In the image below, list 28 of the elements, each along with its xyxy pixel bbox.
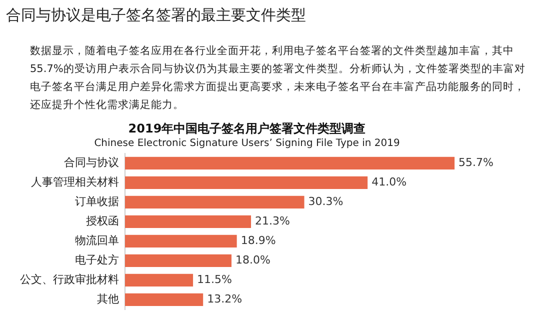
bar xyxy=(125,254,232,267)
chart-title: 2019年中国电子签名用户签署文件类型调查 xyxy=(128,121,366,136)
data-label: 18.0% xyxy=(236,254,270,267)
y-tick-label: 公文、行政审批材料 xyxy=(20,273,119,286)
data-label: 55.7% xyxy=(458,156,494,170)
y-tick-label: 人事管理相关材料 xyxy=(31,176,119,189)
y-tick-label: 电子处方 xyxy=(75,254,119,267)
bar xyxy=(125,234,237,248)
data-label: 18.9% xyxy=(240,234,276,248)
bar xyxy=(125,215,252,228)
chart-subtitle: Chinese Electronic Signature Users’ Signing File Type in 2019 xyxy=(94,138,400,149)
data-label: 21.3% xyxy=(255,214,290,228)
text: 数据显示，随着电子签名应用在各行业全面开花，利用电子签名平台签署的文件类型越加丰富，其中55.7%的受访用户表示合同与协议仍为其最主要的签署文件类型。分析师认为，文件签署类型的丰富对电子签名平台满足用户差异化需求方面提出更高要求，未来电子签名平台在丰富产品功能服务的同时，还应提升个性化需求满足能力。 xyxy=(30,44,526,113)
text: 合同与协议是电子签名签署的最主要文件类型 xyxy=(6,6,306,25)
data-label: 41.0% xyxy=(372,176,407,189)
bar xyxy=(125,293,204,306)
data-label: 30.3% xyxy=(308,195,344,208)
y-tick-label: 物流回单 xyxy=(75,234,119,248)
y-tick-label: 其他 xyxy=(97,292,119,306)
y-tick-label: 合同与协议 xyxy=(64,156,119,170)
bar xyxy=(125,176,368,189)
data-label: 11.5% xyxy=(197,273,232,286)
bar xyxy=(125,196,304,208)
y-tick-label: 订单收据 xyxy=(75,195,119,208)
bar xyxy=(125,156,455,170)
y-tick-label: 授权函 xyxy=(86,214,119,228)
bar xyxy=(125,274,194,286)
data-label: 13.2% xyxy=(207,292,242,306)
